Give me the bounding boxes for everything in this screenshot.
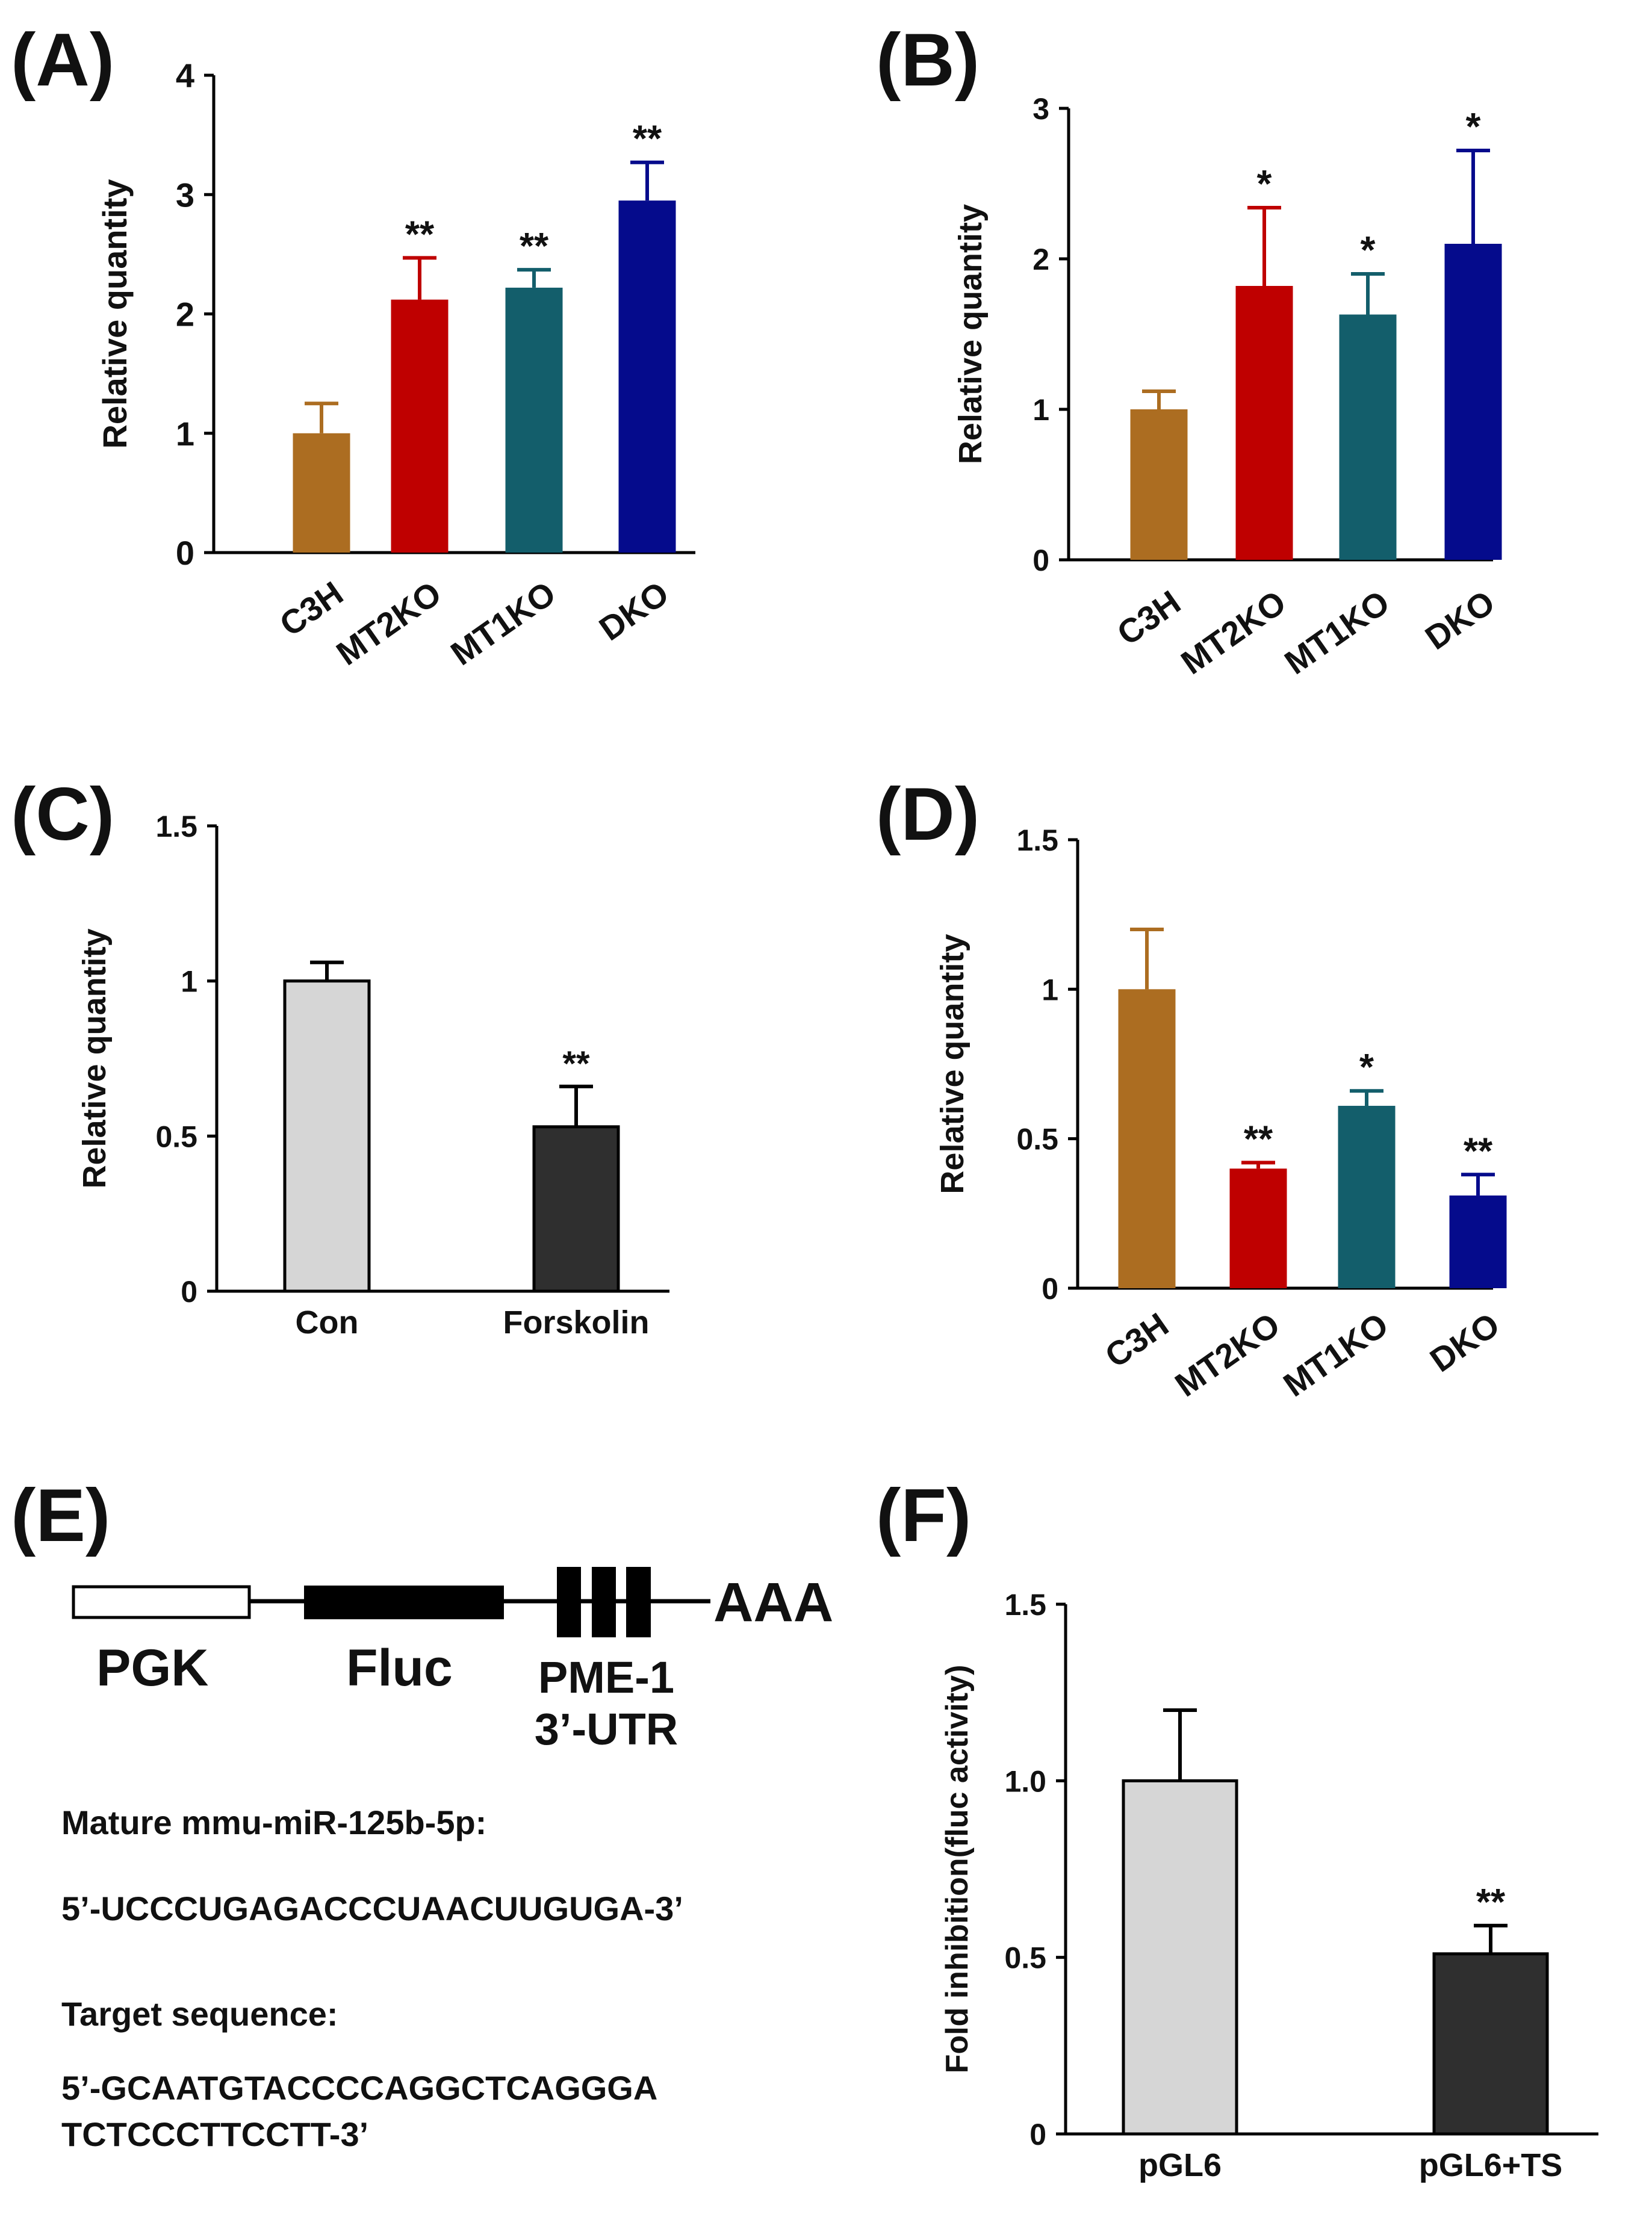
x-category-label: Con [296, 1304, 359, 1341]
y-tick-label: 0 [181, 1275, 197, 1309]
significance-marker: * [1257, 162, 1272, 205]
bar [391, 299, 449, 553]
y-axis-label: Relative quantity [76, 928, 113, 1188]
bar [1122, 1779, 1238, 2136]
x-category-label: DKO [592, 574, 675, 648]
y-tick-label: 1 [1032, 393, 1049, 427]
mature-mirna-sequence: 5’-UCCCUGAGACCCUAACUUGUGA-3’ [61, 1890, 683, 1927]
panel-letter-e: (E) [11, 1474, 110, 1557]
fluc-box [304, 1586, 504, 1619]
chart-b: 0 1 2 3 Relative quantity C3H * MT2KO * MT1KO * DKO [952, 92, 1502, 681]
bar [293, 433, 350, 553]
significance-marker: ** [520, 226, 549, 267]
target-sequence-label: Target sequence: [61, 1995, 338, 2033]
x-category-label: MT2KO [329, 574, 448, 672]
x-category-label: DKO [1423, 1305, 1506, 1379]
utr-block-2 [592, 1567, 616, 1637]
y-tick-label: 3 [176, 176, 194, 214]
x-category-label: MT1KO [1278, 583, 1396, 681]
y-tick-label: 0.5 [1004, 1941, 1046, 1975]
chart-f: 0 0.5 1.0 1.5 Fold inhibition(fluc activity)… [940, 1588, 1598, 2183]
panel-letter-d: (D) [876, 773, 980, 856]
x-category-label: Forskolin [503, 1304, 649, 1341]
utr-label-line1: PME-1 [538, 1652, 674, 1702]
pgk-promoter-box [72, 1585, 251, 1619]
y-tick-label: 1 [176, 415, 194, 453]
significance-marker: ** [562, 1044, 590, 1084]
significance-marker: * [1361, 228, 1376, 271]
y-axis-label: Fold inhibition(fluc activity) [940, 1665, 975, 2074]
y-tick-label: 0 [1029, 2118, 1046, 2151]
significance-marker: ** [1476, 1882, 1506, 1923]
x-category-label: pGL6+TS [1419, 2147, 1563, 2183]
significance-marker: * [1359, 1047, 1374, 1088]
y-tick-label: 3 [1032, 92, 1049, 126]
y-axis-label: Relative quantity [952, 204, 989, 464]
x-category-label: C3H [1098, 1305, 1175, 1375]
chart-c: 0 0.5 1 1.5 Relative quantity Con ** Forskolin [76, 810, 669, 1341]
x-category-label: MT1KO [1276, 1305, 1395, 1404]
bar [505, 287, 563, 553]
y-tick-label: 4 [176, 57, 194, 95]
bar [618, 200, 676, 553]
utr-label-line2: 3’-UTR [535, 1704, 678, 1754]
y-axis-label: Relative quantity [934, 934, 970, 1194]
panel-letter-c: (C) [11, 773, 114, 856]
y-tick-label: 1.0 [1004, 1764, 1046, 1798]
significance-marker: ** [1244, 1118, 1273, 1160]
panel-letter-b: (B) [876, 19, 980, 102]
utr-block-1 [557, 1567, 581, 1637]
bar [1130, 409, 1188, 560]
bar [532, 1125, 620, 1293]
reporter-label: Fluc [346, 1639, 453, 1697]
x-category-label: C3H [1110, 583, 1187, 653]
construct-diagram: AAA PGK Fluc PME-1 3’-UTR Mature mmu-miR… [61, 1567, 833, 2153]
target-sequence-line1: 5’-GCAATGTACCCCAGGCTCAGGGA [61, 2069, 657, 2107]
y-tick-label: 1.5 [1016, 823, 1058, 857]
x-category-label: MT1KO [444, 574, 562, 672]
y-tick-label: 0 [1032, 544, 1049, 577]
bar [1432, 1952, 1549, 2136]
panel-letter-a: (A) [11, 19, 114, 102]
significance-marker: ** [1464, 1130, 1493, 1172]
bar [1235, 286, 1293, 560]
y-axis-label: Relative quantity [96, 179, 134, 448]
target-sequence-line2: TCTCCCTTCCTT-3’ [61, 2115, 368, 2153]
panel-letter-f: (F) [876, 1474, 971, 1557]
y-tick-label: 1.5 [1004, 1588, 1046, 1622]
chart-d: 0 0.5 1 1.5 Relative quantity C3H ** MT2KO * MT1K… [934, 823, 1507, 1404]
bar [283, 979, 371, 1293]
utr-block-3 [626, 1567, 651, 1637]
y-tick-label: 2 [176, 296, 194, 333]
chart-a: 0 1 2 3 4 Relative quantity C3H ** MT2KO ** MT1KO *… [96, 57, 695, 672]
polya-label: AAA [713, 1572, 833, 1633]
x-category-label: C3H [273, 574, 350, 643]
y-tick-label: 0 [1042, 1272, 1058, 1306]
significance-marker: ** [633, 119, 662, 160]
significance-marker: * [1466, 105, 1481, 148]
x-category-label: pGL6 [1138, 2147, 1222, 2183]
y-tick-label: 1 [1042, 973, 1058, 1006]
bar [1229, 1168, 1287, 1288]
y-tick-label: 2 [1032, 243, 1049, 276]
mature-mirna-label: Mature mmu-miR-125b-5p: [61, 1803, 486, 1841]
x-category-label: DKO [1418, 583, 1501, 657]
bar [1444, 244, 1502, 560]
bar [1339, 314, 1397, 560]
bar [1118, 989, 1176, 1288]
y-tick-label: 1.5 [155, 810, 197, 843]
significance-marker: ** [405, 214, 435, 255]
x-category-label: MT2KO [1168, 1305, 1287, 1404]
bar [1338, 1106, 1396, 1288]
x-category-label: MT2KO [1174, 583, 1293, 681]
y-tick-label: 0.5 [155, 1120, 197, 1153]
y-tick-label: 0 [176, 534, 194, 572]
promoter-label: PGK [96, 1639, 208, 1697]
y-tick-label: 0.5 [1016, 1123, 1058, 1156]
bar [1449, 1195, 1507, 1288]
y-tick-label: 1 [181, 965, 197, 999]
